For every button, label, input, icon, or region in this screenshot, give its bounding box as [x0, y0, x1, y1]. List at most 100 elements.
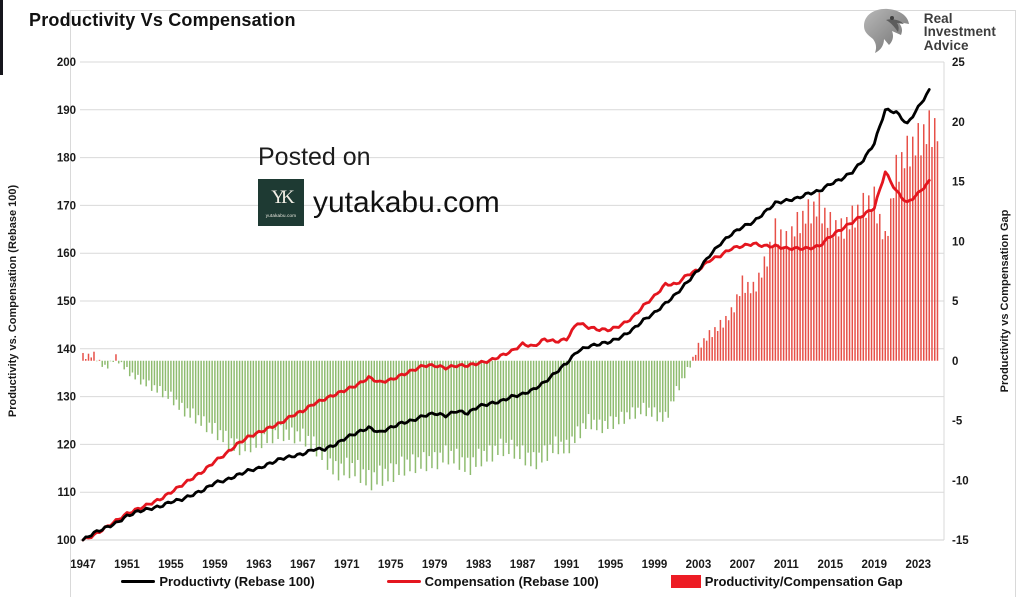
gap-bar-positive — [865, 217, 867, 361]
compensation-line-swatch — [386, 579, 421, 584]
screen-edge-artifact — [0, 0, 3, 75]
gap-bar-negative — [304, 360, 307, 447]
gap-bar-positive — [799, 233, 801, 361]
gap-bar-negative — [535, 360, 538, 470]
left-axis-tick-label: 140 — [57, 344, 76, 356]
gap-bar-positive — [727, 320, 730, 361]
gap-bar-negative — [607, 360, 609, 429]
gap-bar-negative — [365, 360, 367, 486]
gap-bar-positive — [771, 246, 774, 361]
gap-bar-positive — [925, 144, 928, 361]
gap-bar-negative — [442, 360, 444, 463]
gap-bar-positive — [741, 275, 744, 361]
gap-bar-negative — [343, 360, 345, 476]
gap-bar-negative — [400, 360, 403, 457]
gap-bar-negative — [579, 360, 582, 439]
gap-bar-negative — [357, 360, 359, 460]
gap-bar-positive — [98, 359, 101, 361]
gap-bar-negative — [247, 360, 249, 437]
x-axis-tick-label: 1967 — [290, 559, 316, 571]
gap-bar-positive — [868, 195, 870, 361]
gap-bar-negative — [403, 360, 406, 476]
gap-bar-negative — [271, 360, 274, 444]
brand-line-2: Investment — [923, 24, 996, 40]
gap-bar-negative — [302, 360, 304, 429]
gap-bar-negative — [148, 360, 150, 381]
gap-bar-negative — [139, 360, 142, 385]
gap-bar-negative — [255, 360, 257, 448]
gap-bar-negative — [367, 360, 370, 471]
gap-bar-negative — [656, 360, 658, 422]
gap-bar-negative — [208, 360, 211, 423]
gap-bar-negative — [629, 360, 631, 420]
gap-bar-positive — [903, 168, 906, 361]
watermark: Posted on YK yutakabu.com yutakabu.com — [258, 143, 500, 226]
left-axis-tick-label: 190 — [57, 105, 76, 117]
left-axis-tick-label: 200 — [57, 57, 76, 69]
gap-bar-positive — [917, 123, 919, 361]
gap-bar-negative — [161, 360, 164, 398]
gap-bar-negative — [389, 360, 392, 464]
gap-bar-negative — [178, 360, 180, 410]
gap-bar-positive — [851, 205, 854, 361]
gap-bar-negative — [464, 360, 466, 472]
gap-bar-negative — [222, 360, 224, 443]
gap-bar-negative — [348, 360, 351, 479]
gap-bar-positive — [824, 207, 826, 361]
gap-bar-positive — [82, 352, 84, 361]
gap-bar-negative — [241, 360, 244, 442]
gap-bar-negative — [433, 360, 436, 453]
gap-bar-positive — [791, 226, 793, 361]
gap-bar-positive — [815, 216, 818, 361]
gap-bar-positive — [796, 211, 799, 361]
gap-bar-positive — [936, 141, 939, 361]
gap-bar-negative — [686, 360, 689, 368]
gap-bar-negative — [502, 360, 505, 457]
gap-bar-positive — [840, 218, 843, 361]
x-axis-tick-label: 1963 — [246, 559, 272, 571]
gap-bar-positive — [807, 199, 810, 361]
gap-bar-positive — [87, 353, 90, 361]
gap-bar-negative — [422, 360, 425, 453]
gap-bar-negative — [623, 360, 626, 424]
gap-bar-positive — [810, 223, 812, 361]
gap-bar-negative — [406, 360, 408, 460]
gap-bar-negative — [249, 360, 252, 453]
gap-bar-positive — [774, 218, 777, 361]
gap-bar-negative — [225, 360, 227, 431]
gap-bar-negative — [414, 360, 417, 474]
eagle-icon — [863, 8, 909, 53]
gap-bar-positive — [857, 204, 859, 361]
gap-bar-negative — [219, 360, 222, 431]
gap-bar-positive — [881, 239, 884, 361]
gap-bar-negative — [667, 360, 669, 418]
yutakabu-caption: yutakabu.com — [265, 212, 297, 218]
right-axis-tick-label: -5 — [952, 416, 963, 428]
gap-bar-negative — [541, 360, 543, 463]
gap-bar-negative — [370, 360, 373, 491]
gap-bar-negative — [359, 360, 362, 483]
legend-label-productivity: Productivty (Rebase 100) — [159, 574, 315, 589]
gap-bar-negative — [683, 360, 686, 379]
gap-bar-negative — [455, 360, 458, 449]
gap-bar-negative — [670, 360, 672, 402]
gap-bar-negative — [123, 360, 125, 370]
legend-label-gap: Productivity/Compensation Gap — [704, 574, 903, 589]
gap-bar-negative — [505, 360, 507, 443]
gap-bar-negative — [634, 360, 636, 419]
gap-bar-negative — [521, 360, 524, 446]
gap-bar-positive — [848, 229, 851, 361]
gap-bar-positive — [832, 237, 834, 361]
gap-bar-positive — [876, 223, 878, 361]
gap-bar-negative — [626, 360, 628, 413]
gap-bar-negative — [650, 360, 653, 417]
gap-bar-negative — [211, 360, 213, 434]
gap-bar-negative — [230, 360, 233, 439]
gap-bar-negative — [637, 360, 639, 408]
gap-bar-positive — [837, 236, 840, 361]
gap-bar-negative — [546, 360, 549, 461]
gap-bar-negative — [461, 360, 463, 458]
gap-bar-negative — [645, 360, 647, 417]
gap-bar-negative — [258, 360, 260, 434]
gap-bar-positive — [755, 291, 757, 361]
